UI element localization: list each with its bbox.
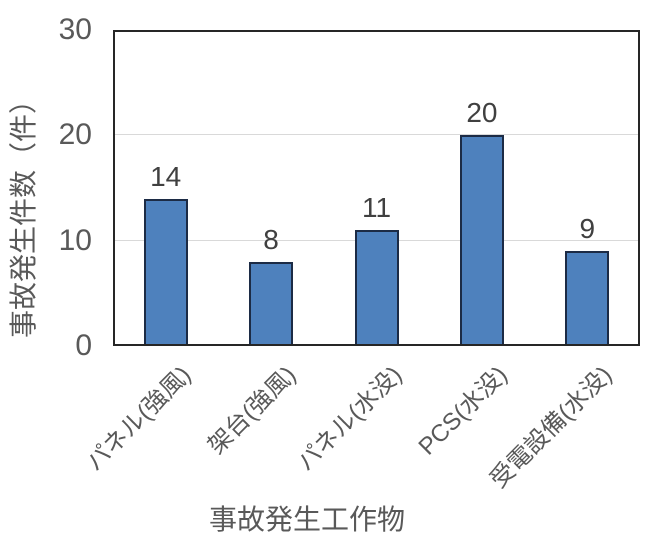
x-category-label-2: パネル(水没) — [291, 361, 407, 477]
plot-area — [113, 30, 640, 346]
bar-value-label-3: 20 — [466, 97, 498, 129]
bar-2-パネル(水没) — [354, 230, 399, 346]
gridline-y-20 — [113, 134, 640, 136]
bar-4-受電設備(水没) — [565, 251, 610, 346]
bar-1-架台(強風) — [249, 261, 294, 346]
bar-value-label-2: 11 — [361, 192, 392, 224]
bar-3-PCS(水没) — [459, 135, 504, 346]
x-category-label-3: PCS(水没) — [413, 361, 513, 461]
y-tick-label-30: 30 — [58, 13, 92, 46]
y-tick-label-20: 20 — [58, 118, 92, 152]
bar-value-label-0: 14 — [150, 160, 182, 192]
x-axis-title: 事故発生工作物 — [208, 504, 406, 535]
bar-value-label-1: 8 — [263, 223, 279, 255]
y-tick-label-10: 10 — [58, 223, 92, 257]
y-axis-title: 事故発生件数（件） — [8, 85, 39, 339]
bar-value-label-4: 9 — [579, 213, 596, 245]
x-category-label-1: 架台(強風) — [203, 361, 302, 460]
y-tick-label-0: 0 — [75, 329, 92, 362]
x-category-label-0: パネル(強風) — [80, 361, 197, 477]
bar-0-パネル(強風) — [143, 198, 188, 346]
